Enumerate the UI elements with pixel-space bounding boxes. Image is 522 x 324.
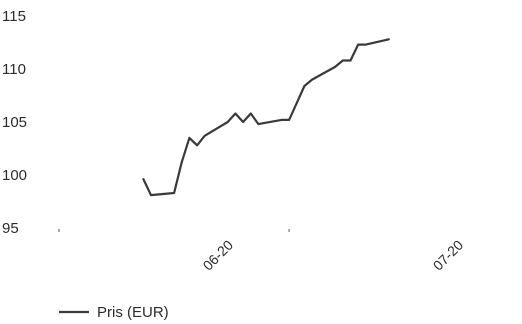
y-tick-label: 110 [2,61,26,78]
x-axis: 06-20 07-20 [58,229,467,274]
y-tick-label: 95 [2,220,19,237]
legend-label: Pris (EUR) [97,304,169,321]
legend: Pris (EUR) [59,304,169,321]
y-axis: 95 100 105 110 115 [2,8,27,237]
x-tick-label: 06-20 [200,237,237,274]
y-tick-label: 105 [2,114,27,131]
y-tick-label: 115 [2,8,26,25]
y-tick-label: 100 [2,167,27,184]
series-line-0 [142,38,390,197]
x-tick-label: 07-20 [430,237,467,274]
plot-area [142,38,390,197]
